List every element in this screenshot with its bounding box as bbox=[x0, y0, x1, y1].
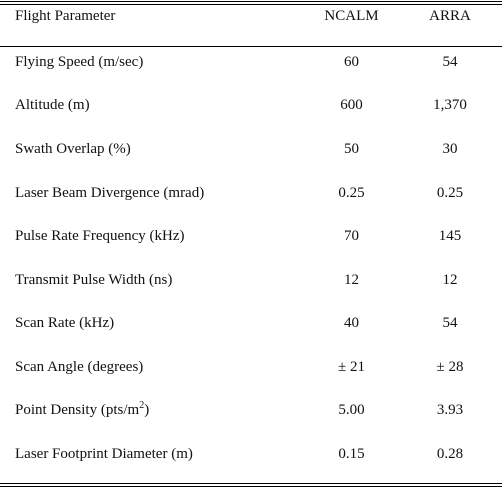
row-pulse-width-label: Transmit Pulse Width (ns) bbox=[15, 272, 173, 288]
point-density-label-text: Point Density (pts/m bbox=[15, 402, 140, 418]
row-beam-divergence-arra: 0.25 bbox=[436, 185, 464, 201]
header-flight-parameter: Flight Parameter bbox=[15, 8, 116, 24]
row-altitude-label: Altitude (m) bbox=[15, 97, 90, 113]
row-swath-overlap-arra: 30 bbox=[442, 141, 458, 157]
row-scan-rate-label: Scan Rate (kHz) bbox=[15, 315, 115, 331]
row-beam-divergence-label: Laser Beam Divergence (mrad) bbox=[15, 185, 205, 201]
row-pulse-rate-label: Pulse Rate Frequency (kHz) bbox=[15, 228, 185, 244]
row-point-density-arra: 3.93 bbox=[436, 402, 464, 418]
row-scan-rate-ncalm: 40 bbox=[344, 315, 359, 331]
row-beam-divergence-ncalm: 0.25 bbox=[338, 185, 365, 201]
top-rule-double bbox=[0, 4, 502, 5]
row-scan-angle-ncalm: ± 21 bbox=[338, 359, 365, 375]
row-footprint-diameter-label: Laser Footprint Diameter (m) bbox=[15, 446, 193, 462]
row-scan-angle-label: Scan Angle (degrees) bbox=[15, 359, 144, 375]
header-rule bbox=[0, 46, 502, 47]
row-flying-speed-arra: 54 bbox=[442, 54, 458, 70]
row-altitude-ncalm: 600 bbox=[340, 97, 363, 113]
row-pulse-width-ncalm: 12 bbox=[344, 272, 359, 288]
bottom-rule bbox=[0, 483, 502, 484]
row-pulse-width-arra: 12 bbox=[442, 272, 458, 288]
bottom-rule-double bbox=[0, 486, 502, 487]
row-pulse-rate-arra: 145 bbox=[438, 228, 462, 244]
point-density-label-suffix: ) bbox=[144, 402, 150, 418]
header-arra: ARRA bbox=[429, 8, 471, 24]
row-scan-rate-arra: 54 bbox=[442, 315, 458, 331]
row-swath-overlap-ncalm: 50 bbox=[344, 141, 359, 157]
row-pulse-rate-ncalm: 70 bbox=[344, 228, 359, 244]
row-point-density-label: Point Density (pts/m2) bbox=[15, 401, 149, 419]
row-flying-speed-ncalm: 60 bbox=[344, 54, 359, 70]
top-rule bbox=[0, 1, 502, 2]
row-flying-speed-label: Flying Speed (m/sec) bbox=[15, 54, 144, 70]
point-density-superscript: 2 bbox=[139, 400, 145, 411]
row-swath-overlap-label: Swath Overlap (%) bbox=[15, 141, 131, 157]
row-point-density-ncalm: 5.00 bbox=[338, 402, 365, 418]
header-ncalm: NCALM bbox=[324, 8, 379, 24]
row-scan-angle-arra: ± 28 bbox=[436, 359, 464, 375]
row-altitude-arra: 1,370 bbox=[433, 97, 467, 113]
row-footprint-diameter-arra: 0.28 bbox=[436, 446, 464, 462]
row-footprint-diameter-ncalm: 0.15 bbox=[338, 446, 365, 462]
